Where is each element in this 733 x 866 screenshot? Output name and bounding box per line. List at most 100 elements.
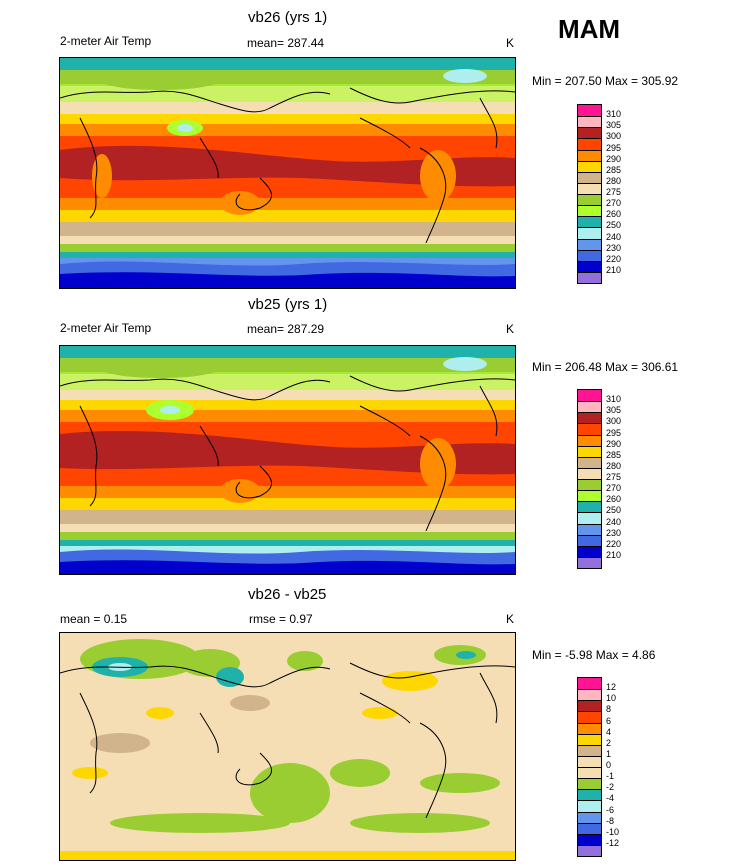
colorbar-level-label: 270 xyxy=(606,198,622,209)
colorbar-swatch xyxy=(578,182,601,194)
colorbar-swatch xyxy=(578,390,601,402)
colorbar-level-label: 10 xyxy=(606,693,617,704)
colorbar-level-label: -4 xyxy=(606,793,615,804)
colorbar-level-label: 210 xyxy=(606,549,622,560)
colorbar-level-label: 295 xyxy=(606,142,622,153)
colorbar-level-label: 230 xyxy=(606,527,622,538)
colorbar-level-label: 6 xyxy=(606,715,612,726)
colorbar-swatch xyxy=(578,434,601,446)
colorbar-level-label: 285 xyxy=(606,449,622,460)
colorbar-swatch xyxy=(578,116,601,128)
colorbar-level-label: 240 xyxy=(606,231,622,242)
colorbar-level-label: 220 xyxy=(606,538,622,549)
colorbar-swatch xyxy=(578,249,601,261)
colorbar-level-label: 250 xyxy=(606,220,622,231)
panel1-temperature-field xyxy=(60,58,515,288)
colorbar-swatch xyxy=(578,227,601,239)
colorbar-level-label: 310 xyxy=(606,394,622,405)
colorbar-swatch xyxy=(578,800,601,812)
panel1-minmax: Min = 207.50 Max = 305.92 xyxy=(532,74,679,88)
panel3-title: vb26 - vb25 xyxy=(248,586,327,603)
colorbar-level-label: 1 xyxy=(606,748,612,759)
colorbar-level-label: -10 xyxy=(606,826,620,837)
colorbar-level-label: 280 xyxy=(606,175,622,186)
colorbar-level-label: 280 xyxy=(606,460,622,471)
colorbar-swatch xyxy=(578,501,601,513)
season-label: MAM xyxy=(558,14,621,44)
colorbar-level-label: 2 xyxy=(606,737,612,748)
colorbar-level-label: 4 xyxy=(606,726,612,737)
colorbar-level-label: 275 xyxy=(606,472,622,482)
panel1-mean-label: mean= 287.44 xyxy=(247,36,325,50)
colorbar-swatch xyxy=(578,445,601,457)
colorbar-swatch xyxy=(578,216,601,228)
colorbar-swatch xyxy=(578,722,601,734)
colorbar-level-label: 8 xyxy=(606,704,612,715)
panel3-units: K xyxy=(506,612,515,626)
colorbar-swatch xyxy=(578,711,601,723)
colorbar-level-label: 295 xyxy=(606,427,622,438)
panel1-map xyxy=(59,57,516,289)
panel3-minmax: Min = -5.98 Max = 4.86 xyxy=(532,648,656,662)
colorbar-swatch xyxy=(578,556,601,568)
panel2-colorbar xyxy=(577,389,602,569)
colorbar-swatch xyxy=(578,401,601,413)
colorbar-level-label: 220 xyxy=(606,253,622,264)
colorbar-level-label: 250 xyxy=(606,505,622,516)
colorbar-level-label: 0 xyxy=(606,760,612,770)
colorbar-swatch xyxy=(578,689,601,701)
colorbar-swatch xyxy=(578,456,601,468)
colorbar-swatch xyxy=(578,700,601,712)
colorbar-swatch xyxy=(578,811,601,823)
colorbar-level-label: 300 xyxy=(606,416,622,427)
colorbar-swatch xyxy=(578,844,601,856)
colorbar-level-label: 240 xyxy=(606,516,622,527)
colorbar-swatch xyxy=(578,105,601,117)
panel2-map xyxy=(59,345,516,575)
colorbar-swatch xyxy=(578,260,601,272)
colorbar-swatch xyxy=(578,534,601,546)
colorbar-level-label: 275 xyxy=(606,187,622,197)
colorbar-swatch xyxy=(578,194,601,206)
colorbar-level-label: 210 xyxy=(606,264,622,275)
colorbar-swatch xyxy=(578,127,601,139)
colorbar-swatch xyxy=(578,755,601,767)
colorbar-level-label: 260 xyxy=(606,494,622,505)
colorbar-swatch xyxy=(578,523,601,535)
colorbar-swatch xyxy=(578,138,601,150)
colorbar-level-label: 285 xyxy=(606,164,622,175)
colorbar-swatch xyxy=(578,238,601,250)
colorbar-level-label: -8 xyxy=(606,815,615,826)
colorbar-swatch xyxy=(578,744,601,756)
panel3-mean-label: mean = 0.15 xyxy=(60,612,128,626)
colorbar-level-label: 290 xyxy=(606,153,622,164)
panel3-rmse-label: rmse = 0.97 xyxy=(249,612,313,626)
colorbar-swatch xyxy=(578,833,601,845)
panel2-minmax: Min = 206.48 Max = 306.61 xyxy=(532,360,679,374)
panel1-title: vb26 (yrs 1) xyxy=(248,9,328,26)
panel2-temperature-field xyxy=(60,346,515,574)
panel3-map xyxy=(59,632,516,861)
colorbar-level-label: -1 xyxy=(606,771,615,782)
colorbar-swatch xyxy=(578,822,601,834)
colorbar-level-label: 305 xyxy=(606,120,622,131)
panel2-units: K xyxy=(506,322,515,336)
colorbar-swatch xyxy=(578,423,601,435)
colorbar-level-label: 300 xyxy=(606,131,622,142)
colorbar-swatch xyxy=(578,171,601,183)
colorbar-swatch xyxy=(578,412,601,424)
panel2-variable-label: 2-meter Air Temp xyxy=(60,321,152,335)
colorbar-level-label: 305 xyxy=(606,405,622,416)
colorbar-swatch xyxy=(578,767,601,779)
colorbar-level-label: 270 xyxy=(606,483,622,494)
colorbar-swatch xyxy=(578,678,601,690)
colorbar-swatch xyxy=(578,479,601,491)
colorbar-swatch xyxy=(578,467,601,479)
colorbar-level-label: 230 xyxy=(606,242,622,253)
colorbar-level-label: 260 xyxy=(606,209,622,220)
colorbar-swatch xyxy=(578,545,601,557)
panel2-mean-label: mean= 287.29 xyxy=(247,322,325,336)
panel1-variable-label: 2-meter Air Temp xyxy=(60,34,152,48)
colorbar-level-label: 290 xyxy=(606,438,622,449)
colorbar-swatch xyxy=(578,778,601,790)
